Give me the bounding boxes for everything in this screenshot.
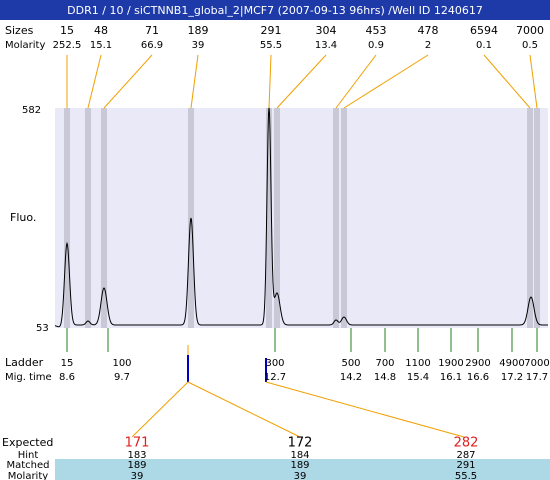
peak-size: 304 — [316, 24, 337, 37]
ladder-size: 300 — [265, 358, 284, 369]
peak-connector — [268, 54, 272, 109]
peak-molarity: 252.5 — [53, 40, 82, 51]
peak-size: 15 — [60, 24, 74, 37]
ladder-size: 100 — [112, 358, 131, 369]
peak-connector — [483, 54, 531, 109]
matched-label: Matched — [6, 460, 49, 471]
peak-molarity: 0.1 — [476, 40, 492, 51]
mig-time: 12.7 — [264, 372, 286, 383]
mig-time: 16.6 — [467, 372, 489, 383]
molarity-value: 39 — [131, 471, 144, 480]
hint-value: 184 — [290, 450, 309, 461]
peak-molarity: 13.4 — [315, 40, 337, 51]
molarity-value: 39 — [294, 471, 307, 480]
mig-time: 8.6 — [59, 372, 75, 383]
expected-label: Expected — [2, 436, 53, 449]
peak-size: 7000 — [516, 24, 544, 37]
connector — [131, 381, 189, 438]
peak-molarity: 0.9 — [368, 40, 384, 51]
peak-band — [266, 108, 272, 328]
peak-size: 189 — [188, 24, 209, 37]
expected-value: 172 — [288, 436, 313, 451]
y-max: 582 — [22, 105, 41, 116]
peak-molarity: 15.1 — [90, 40, 112, 51]
peak-size: 478 — [418, 24, 439, 37]
peak-band — [274, 108, 280, 328]
mig-label: Mig. time — [5, 372, 52, 383]
peak-band — [534, 108, 540, 328]
sizes-label: Sizes — [5, 24, 34, 37]
y-min: 53 — [36, 323, 49, 334]
hint-value: 287 — [456, 450, 475, 461]
peak-molarity: 0.5 — [522, 40, 538, 51]
expected-value: 282 — [454, 436, 479, 451]
ladder-size: 1100 — [405, 358, 430, 369]
matched-value: 189 — [290, 460, 309, 471]
peak-connector — [529, 54, 538, 109]
mig-time: 14.2 — [340, 372, 362, 383]
mig-time: 15.4 — [407, 372, 429, 383]
molarity-label: Molarity — [5, 40, 45, 51]
hint-value: 183 — [127, 450, 146, 461]
peak-size: 453 — [366, 24, 387, 37]
ladder-size: 4900 — [499, 358, 524, 369]
ladder-label: Ladder — [5, 356, 44, 369]
mig-time: 14.8 — [374, 372, 396, 383]
peak-band — [341, 108, 347, 328]
peak-connector — [87, 54, 102, 109]
ladder-size: 1900 — [438, 358, 463, 369]
peak-connector — [190, 54, 199, 109]
peak-molarity: 55.5 — [260, 40, 282, 51]
connector — [187, 381, 301, 438]
peak-molarity: 39 — [192, 40, 205, 51]
peak-size: 291 — [261, 24, 282, 37]
y-label: Fluo. — [10, 211, 36, 224]
ladder-size: 7000 — [524, 358, 549, 369]
ladder-size: 500 — [341, 358, 360, 369]
peak-band — [333, 108, 339, 328]
peak-connector — [103, 54, 153, 109]
peak-connector — [343, 54, 429, 109]
ladder-size: 15 — [61, 358, 74, 369]
mig-time: 17.2 — [501, 372, 523, 383]
trace — [54, 107, 548, 328]
title-bar — [0, 0, 550, 20]
peak-band — [527, 108, 533, 328]
matched-band — [55, 459, 550, 480]
mig-time: 16.1 — [440, 372, 462, 383]
expected-value: 171 — [125, 436, 150, 451]
peak-size: 71 — [145, 24, 159, 37]
mig-time: 9.7 — [114, 372, 130, 383]
peak-molarity: 2 — [425, 40, 431, 51]
peak-band — [85, 108, 91, 328]
peak-band — [101, 108, 107, 328]
title: DDR1 / 10 / siCTNNB1_global_2|MCF7 (2007… — [67, 4, 483, 17]
ladder-size: 2900 — [465, 358, 490, 369]
peak-molarity: 66.9 — [141, 40, 163, 51]
matched-value: 291 — [456, 460, 475, 471]
mig-time: 17.7 — [526, 372, 548, 383]
molarity-label: Molarity — [8, 471, 48, 480]
peak-connector — [276, 54, 327, 109]
hint-label: Hint — [18, 450, 39, 461]
connector — [265, 381, 465, 438]
peak-connector — [335, 54, 377, 109]
molarity-value: 55.5 — [455, 471, 477, 480]
matched-value: 189 — [127, 460, 146, 471]
ladder-size: 700 — [375, 358, 394, 369]
peak-size: 6594 — [470, 24, 498, 37]
plot-area — [55, 108, 548, 328]
peak-size: 48 — [94, 24, 108, 37]
peak-band — [64, 108, 70, 328]
